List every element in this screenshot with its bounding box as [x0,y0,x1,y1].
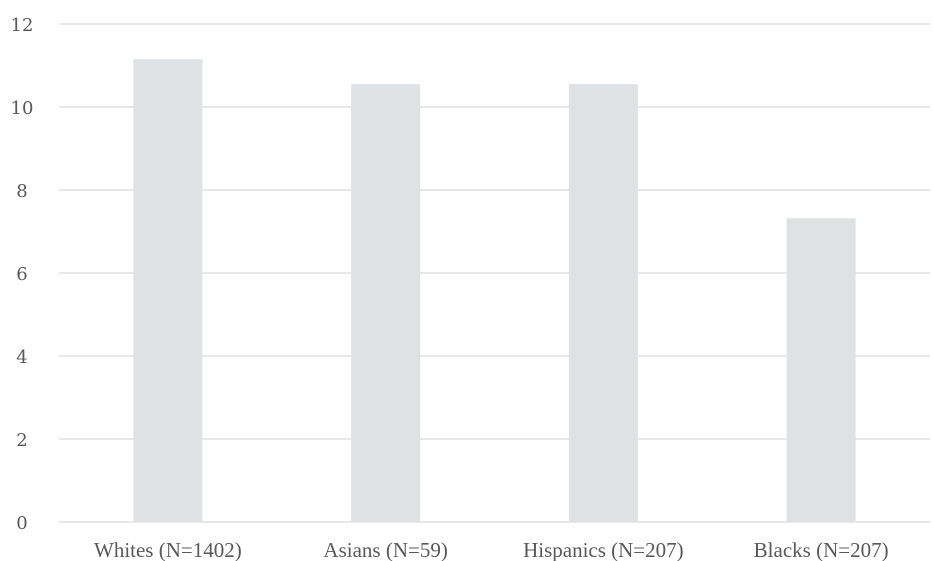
x-category-label: Hispanics (N=207) [523,538,684,561]
y-tick-label: 0 [16,513,27,534]
gridlines [59,23,930,523]
bar [351,84,421,523]
bars [133,59,856,523]
x-category-label: Blacks (N=207) [754,538,889,561]
bar [568,84,638,523]
y-tick-label: 6 [16,264,27,285]
y-tick-label: 10 [11,98,34,119]
y-tick-label: 2 [16,430,27,451]
y-tick-label: 8 [16,181,27,202]
x-axis-category-labels: Whites (N=1402) Asians (N=59) Hispanics (N… [94,538,889,561]
x-category-label: Whites (N=1402) [94,538,242,561]
bar [133,59,203,523]
x-category-label: Asians (N=59) [323,538,447,561]
y-tick-label: 12 [11,15,34,36]
y-tick-label: 4 [16,347,27,368]
bar [786,218,856,522]
y-axis-tick-labels: 0 2 4 6 8 10 12 [11,15,34,534]
